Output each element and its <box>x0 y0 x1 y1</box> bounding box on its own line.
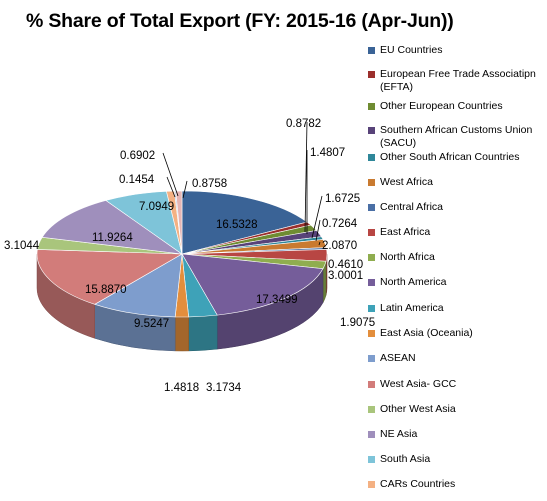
leader-line <box>304 121 308 233</box>
legend-swatch <box>368 431 375 438</box>
legend-item: Southern African Customs Union (SACU) <box>367 124 547 150</box>
leader-line <box>315 219 321 242</box>
legend-item: ASEAN <box>367 352 547 365</box>
legend-label: Southern African Customs Union (SACU) <box>380 124 533 149</box>
legend-label: West Asia- GCC <box>380 378 457 390</box>
legend-label: South Asia <box>380 453 431 465</box>
data-label: 0.8758 <box>192 178 227 190</box>
legend-swatch <box>368 154 375 161</box>
legend-label: West Africa <box>380 176 433 188</box>
pie-slice <box>94 253 183 318</box>
legend-swatch <box>368 355 375 362</box>
data-label: 9.5247 <box>134 318 169 330</box>
legend-item: North America <box>367 276 547 289</box>
data-label: 1.9075 <box>340 317 375 329</box>
legend-item: EU Countries <box>367 44 547 57</box>
legend-label: Latin America <box>380 302 444 314</box>
data-label: 1.4807 <box>310 147 345 159</box>
pie-slice <box>36 249 184 305</box>
leader-line <box>182 180 188 199</box>
data-label: 1.6725 <box>325 193 360 205</box>
legend-item: East Africa <box>367 226 547 239</box>
legend-item: NE Asia <box>367 428 547 441</box>
legend-label: ASEAN <box>380 352 416 364</box>
legend-item: East Asia (Oceania) <box>367 327 547 340</box>
legend-swatch <box>368 127 375 134</box>
legend-swatch <box>368 330 375 337</box>
legend-swatch <box>368 179 375 186</box>
legend-label: North America <box>380 276 447 288</box>
data-label: 17.3499 <box>256 294 298 306</box>
legend-item: Other West Asia <box>367 403 547 416</box>
leader-line <box>311 195 323 239</box>
data-label: 0.6902 <box>120 150 155 162</box>
data-label: 3.1734 <box>206 382 242 394</box>
data-label: 15.8870 <box>85 284 127 296</box>
legend-item: West Africa <box>367 176 547 189</box>
data-label: 0.7264 <box>322 218 358 230</box>
legend-label: NE Asia <box>380 428 418 440</box>
legend-item: Other South African Countries <box>367 151 547 164</box>
data-label: 7.0949 <box>139 201 174 213</box>
legend-item: North Africa <box>367 251 547 264</box>
pie-slice-side <box>188 314 218 352</box>
leader-line <box>162 152 179 197</box>
pie-slice-side <box>174 316 189 352</box>
legend-item: Latin America <box>367 302 547 315</box>
legend-item: European Free Trade Associatipn (EFTA) <box>367 68 547 94</box>
pie-slice <box>181 190 308 255</box>
legend-label: North Africa <box>380 251 435 263</box>
pie-slice <box>175 190 183 255</box>
legend-swatch <box>368 103 375 110</box>
data-label: 3.1044 <box>4 240 40 252</box>
legend-swatch <box>368 279 375 286</box>
legend-swatch <box>368 229 375 236</box>
data-label: 3.0001 <box>328 270 363 282</box>
data-label: 2.0870 <box>322 240 357 252</box>
data-label: 0.4610 <box>328 259 363 271</box>
legend-swatch <box>368 481 375 488</box>
data-label: 0.8782 <box>286 118 321 130</box>
legend-item: West Asia- GCC <box>367 378 547 391</box>
legend-swatch <box>368 254 375 261</box>
legend-swatch <box>368 406 375 413</box>
legend-swatch <box>368 204 375 211</box>
pie-tops <box>36 190 328 318</box>
data-label: 0.1454 <box>119 174 155 186</box>
legend-item: Other European Countries <box>367 100 547 113</box>
pie-slice <box>41 200 183 255</box>
legend-label: Central Africa <box>380 201 444 213</box>
legend-label: Other South African Countries <box>380 151 520 163</box>
data-labels: 16.5328 0.8782 1.4807 1.6725 0.7264 2.0870 0.4… <box>4 118 375 394</box>
data-label: 16.5328 <box>216 219 258 231</box>
data-label: 1.4818 <box>164 382 199 394</box>
chart-title: % Share of Total Export (FY: 2015-16 (Ap… <box>26 10 454 32</box>
pie-slice <box>181 253 324 316</box>
legend-swatch <box>368 47 375 54</box>
legend-label: European Free Trade Associatipn (EFTA) <box>380 68 536 93</box>
legend-item: Central Africa <box>367 201 547 214</box>
legend-label: CARs Countries <box>380 478 456 490</box>
legend-label: EU Countries <box>380 44 443 56</box>
legend-item: South Asia <box>367 453 547 466</box>
legend-swatch <box>368 71 375 78</box>
legend-label: Other West Asia <box>380 403 456 415</box>
legend-label: Other European Countries <box>380 100 503 112</box>
data-label: 11.9264 <box>92 232 133 244</box>
legend-swatch <box>368 381 375 388</box>
legend-item: CARs Countries <box>367 478 547 491</box>
leader-line <box>318 241 321 246</box>
legend-swatch <box>368 456 375 463</box>
legend-label: East Africa <box>380 226 431 238</box>
leader-line <box>166 176 176 198</box>
legend-swatch <box>368 305 375 312</box>
legend-label: East Asia (Oceania) <box>380 327 473 339</box>
